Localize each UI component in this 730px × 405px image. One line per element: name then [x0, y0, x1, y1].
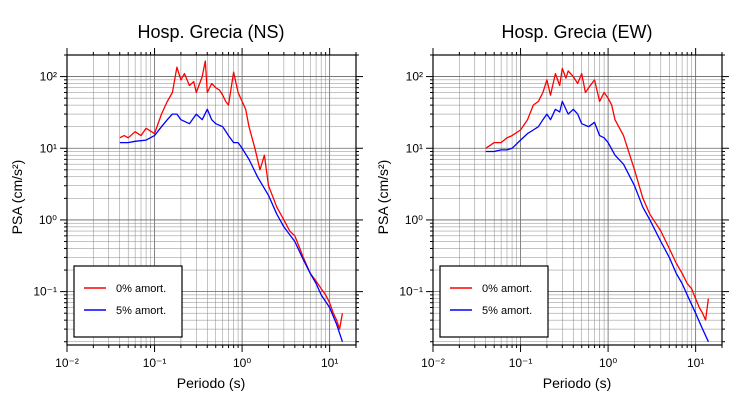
x-tick-label: 10¹	[321, 356, 338, 370]
legend-label-1: 5% amort.	[116, 305, 166, 317]
chart-title: Hosp. Grecia (EW)	[501, 22, 652, 42]
x-tick-label: 10⁰	[599, 356, 617, 370]
y-tick-label: 10⁰	[405, 213, 423, 227]
y-axis-label: PSA (cm/s²)	[375, 160, 391, 235]
chart-ns: Hosp. Grecia (NS) 10⁻² 10⁻¹ 10⁰ 10¹10⁻¹10⁰1…	[9, 22, 363, 391]
y-tick-label: 10²	[406, 70, 423, 84]
legend-label-1: 5% amort.	[482, 305, 532, 317]
series-line-1	[485, 100, 709, 342]
y-tick-label: 10⁻¹	[33, 285, 57, 299]
y-tick-label: 10²	[40, 70, 57, 84]
legend-box	[439, 265, 549, 338]
y-tick-label: 10⁰	[39, 213, 57, 227]
y-tick-label: 10¹	[406, 141, 423, 155]
legend: 0% amort. 5% amort.	[439, 265, 549, 338]
y-tick-label: 10⁻¹	[399, 285, 423, 299]
y-tick-label: 10¹	[40, 141, 57, 155]
tick-labels: 10⁻² 10⁻¹ 10⁰ 10¹ 10⁻¹ 10⁰ 10¹ 10²	[399, 70, 704, 370]
chart-ew: Hosp. Grecia (EW) 10⁻² 10⁻¹ 10⁰ 10¹10⁻¹10⁰1…	[375, 22, 729, 391]
x-tick-label: 10⁰	[233, 356, 251, 370]
x-tick-label: 10⁻¹	[143, 356, 167, 370]
x-axis-label: Periodo (s)	[177, 375, 245, 391]
x-tick-label: 10⁻²	[55, 356, 79, 370]
x-tick-label: 10⁻²	[421, 356, 445, 370]
series-group	[119, 60, 344, 342]
plot-frame	[66, 54, 357, 346]
legend-box	[73, 265, 183, 338]
legend: 0% amort. 5% amort.	[73, 265, 183, 338]
x-axis-label: Periodo (s)	[543, 375, 611, 391]
series-group	[485, 67, 710, 342]
tick-labels: 10⁻² 10⁻¹ 10⁰ 10¹ 10⁻¹ 10⁰ 10¹ 10²	[33, 70, 338, 370]
x-tick-label: 10¹	[687, 356, 704, 370]
series-line-0	[485, 67, 710, 321]
x-tick-label: 10⁻¹	[509, 356, 533, 370]
legend-label-0: 0% amort.	[116, 283, 166, 295]
legend-label-0: 0% amort.	[482, 283, 532, 295]
series-line-1	[119, 108, 344, 342]
y-axis-label: PSA (cm/s²)	[9, 160, 25, 235]
chart-title: Hosp. Grecia (NS)	[137, 22, 284, 42]
plot-frame	[432, 54, 723, 346]
